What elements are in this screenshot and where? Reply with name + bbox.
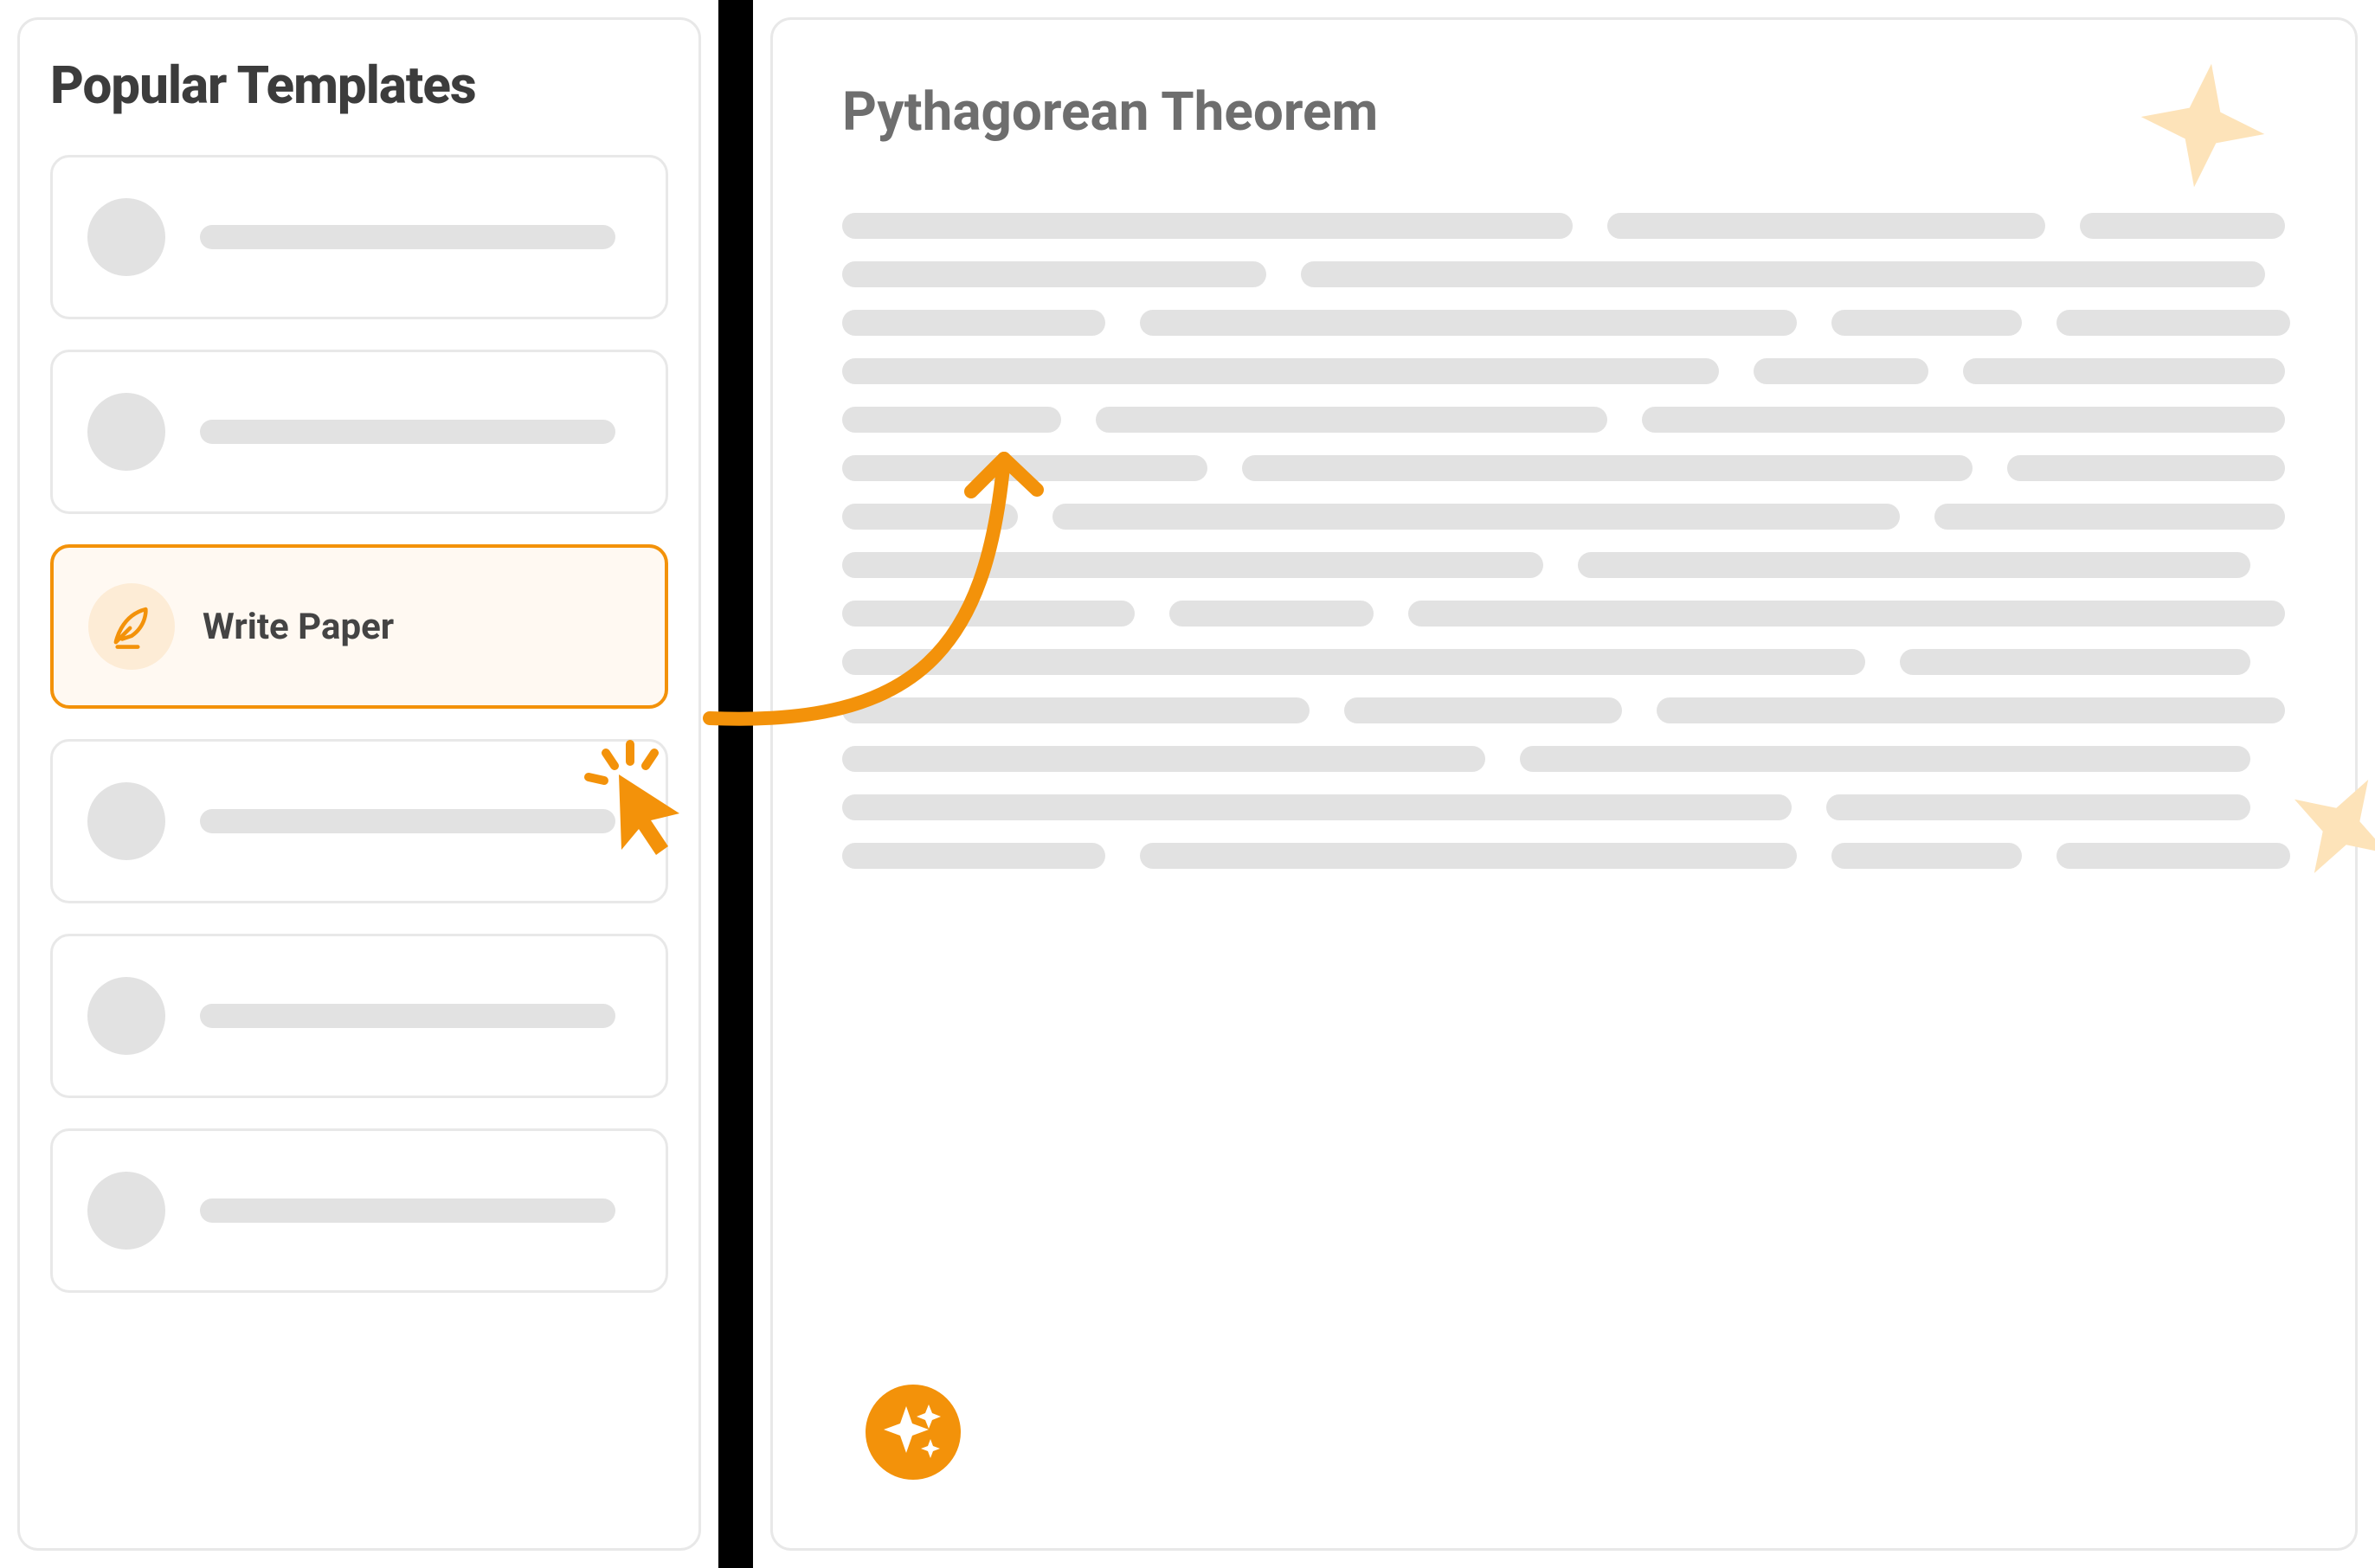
text-line-placeholder: [842, 697, 1310, 723]
text-line-placeholder: [842, 843, 1105, 869]
text-placeholder: [200, 420, 615, 444]
document-title: Pythagorean Theorem: [842, 80, 2303, 144]
text-line-placeholder: [1642, 407, 2285, 433]
template-card[interactable]: [50, 739, 668, 903]
text-line-placeholder: [842, 213, 1573, 239]
document-panel: Pythagorean Theorem: [770, 17, 2358, 1551]
text-line-placeholder: [1607, 213, 2045, 239]
text-line-placeholder: [842, 310, 1105, 336]
text-line-placeholder: [1344, 697, 1622, 723]
avatar-placeholder: [87, 977, 165, 1055]
text-placeholder: [200, 1004, 615, 1028]
text-line-placeholder: [1578, 552, 2249, 578]
text-line-placeholder: [1301, 261, 2265, 287]
document-body-placeholder: [842, 213, 2303, 869]
text-line-placeholder: [1408, 601, 2285, 627]
template-card-label: Write Paper: [203, 606, 394, 648]
text-line-placeholder: [842, 552, 1543, 578]
text-line-placeholder: [842, 407, 1061, 433]
avatar-placeholder: [87, 198, 165, 276]
text-line-placeholder: [1520, 746, 2250, 772]
text-line-placeholder: [2007, 455, 2285, 481]
text-line-placeholder: [842, 601, 1135, 627]
feather-icon: [88, 583, 175, 670]
avatar-placeholder: [87, 782, 165, 860]
text-line-placeholder: [2080, 213, 2284, 239]
text-line-placeholder: [1826, 794, 2250, 820]
avatar-placeholder: [87, 1172, 165, 1250]
ai-sparkle-badge-icon: [866, 1385, 961, 1480]
template-card-write-paper[interactable]: Write Paper: [50, 544, 668, 709]
text-line-placeholder: [1140, 310, 1798, 336]
text-line-placeholder: [1657, 697, 2285, 723]
template-card[interactable]: [50, 934, 668, 1098]
text-placeholder: [200, 809, 615, 833]
text-line-placeholder: [2056, 843, 2290, 869]
text-line-placeholder: [1096, 407, 1607, 433]
panel-divider: [718, 0, 753, 1568]
text-line-placeholder: [1831, 310, 2021, 336]
text-line-placeholder: [1934, 504, 2285, 530]
text-placeholder: [200, 1198, 615, 1223]
text-line-placeholder: [1963, 358, 2284, 384]
template-card[interactable]: [50, 1128, 668, 1293]
text-placeholder: [200, 225, 615, 249]
text-line-placeholder: [1754, 358, 1929, 384]
text-line-placeholder: [1140, 843, 1798, 869]
text-line-placeholder: [1242, 455, 1973, 481]
text-line-placeholder: [842, 358, 1719, 384]
text-line-placeholder: [842, 794, 1792, 820]
text-line-placeholder: [2056, 310, 2290, 336]
text-line-placeholder: [842, 455, 1207, 481]
avatar-placeholder: [87, 393, 165, 471]
text-line-placeholder: [1169, 601, 1374, 627]
text-line-placeholder: [1831, 843, 2021, 869]
sparkle-star-icon: [2129, 52, 2275, 198]
text-line-placeholder: [842, 261, 1266, 287]
template-list: Write Paper: [50, 155, 668, 1293]
text-line-placeholder: [1052, 504, 1900, 530]
text-line-placeholder: [842, 649, 1865, 675]
template-card[interactable]: [50, 155, 668, 319]
text-line-placeholder: [1900, 649, 2250, 675]
text-line-placeholder: [842, 504, 1018, 530]
templates-sidebar: Popular Templates Write Paper: [17, 17, 701, 1551]
text-line-placeholder: [842, 746, 1485, 772]
template-card[interactable]: [50, 350, 668, 514]
sidebar-title: Popular Templates: [50, 55, 668, 116]
